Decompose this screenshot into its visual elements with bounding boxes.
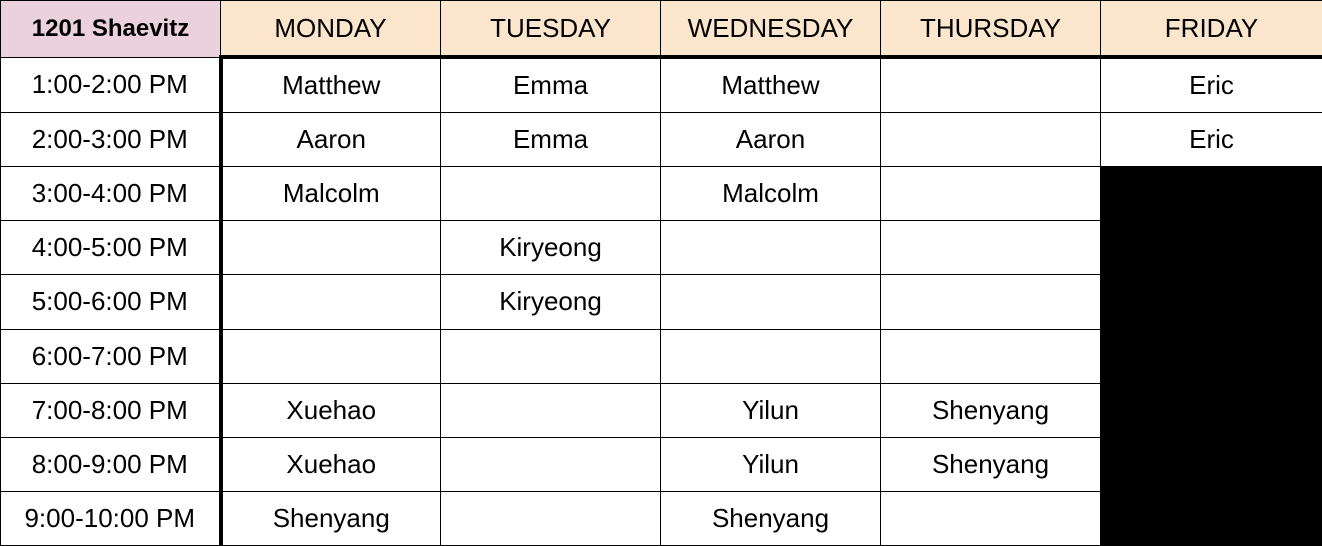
schedule-cell-monday[interactable]: Matthew: [220, 56, 441, 114]
day-header-wednesday[interactable]: WEDNESDAY: [660, 0, 881, 59]
schedule-cell-tuesday[interactable]: [440, 490, 661, 546]
blocked-cell-friday[interactable]: [1100, 490, 1322, 546]
schedule-cell-monday[interactable]: [220, 274, 441, 330]
table-row: 7:00-8:00 PM Xuehao Yilun Shenyang: [0, 382, 1322, 438]
schedule-cell-monday[interactable]: [220, 328, 441, 384]
blocked-cell-friday[interactable]: [1100, 220, 1322, 276]
day-header-tuesday[interactable]: TUESDAY: [440, 0, 661, 59]
time-slot-cell[interactable]: 7:00-8:00 PM: [0, 382, 223, 438]
day-header-monday[interactable]: MONDAY: [220, 0, 441, 59]
table-row: 5:00-6:00 PM Kiryeong: [0, 274, 1322, 330]
header-row: 1201 Shaevitz MONDAY TUESDAY WEDNESDAY T…: [0, 0, 1322, 59]
time-slot-cell[interactable]: 9:00-10:00 PM: [0, 490, 223, 546]
blocked-cell-friday[interactable]: [1100, 274, 1322, 330]
schedule-cell-wednesday[interactable]: [660, 220, 881, 276]
schedule-cell-tuesday[interactable]: Kiryeong: [440, 220, 661, 276]
schedule-cell-monday[interactable]: Xuehao: [220, 382, 441, 438]
schedule-cell-wednesday[interactable]: Malcolm: [660, 166, 881, 222]
time-slot-cell[interactable]: 1:00-2:00 PM: [0, 56, 223, 114]
schedule-cell-thursday[interactable]: Shenyang: [880, 382, 1101, 438]
time-slot-cell[interactable]: 8:00-9:00 PM: [0, 436, 223, 492]
time-slot-cell[interactable]: 2:00-3:00 PM: [0, 112, 223, 168]
schedule-cell-thursday[interactable]: [880, 220, 1101, 276]
day-header-thursday[interactable]: THURSDAY: [880, 0, 1101, 59]
schedule-cell-wednesday[interactable]: Yilun: [660, 382, 881, 438]
schedule-cell-monday[interactable]: Aaron: [220, 112, 441, 168]
blocked-cell-friday[interactable]: [1100, 382, 1322, 438]
table-row: 4:00-5:00 PM Kiryeong: [0, 220, 1322, 276]
schedule-cell-wednesday[interactable]: Shenyang: [660, 490, 881, 546]
blocked-cell-friday[interactable]: [1100, 166, 1322, 222]
schedule-cell-thursday[interactable]: [880, 166, 1101, 222]
schedule-cell-monday[interactable]: Malcolm: [220, 166, 441, 222]
table-row: 2:00-3:00 PM Aaron Emma Aaron Eric: [0, 112, 1322, 168]
schedule-cell-thursday[interactable]: Shenyang: [880, 436, 1101, 492]
schedule-cell-tuesday[interactable]: [440, 382, 661, 438]
schedule-cell-thursday[interactable]: [880, 56, 1101, 114]
schedule-cell-monday[interactable]: Xuehao: [220, 436, 441, 492]
schedule-cell-monday[interactable]: [220, 220, 441, 276]
time-slot-cell[interactable]: 3:00-4:00 PM: [0, 166, 223, 222]
schedule-cell-thursday[interactable]: [880, 490, 1101, 546]
table-row: 9:00-10:00 PM Shenyang Shenyang: [0, 490, 1322, 546]
schedule-cell-thursday[interactable]: [880, 274, 1101, 330]
schedule-cell-tuesday[interactable]: Emma: [440, 112, 661, 168]
table-row: 1:00-2:00 PM Matthew Emma Matthew Eric: [0, 56, 1322, 114]
blocked-cell-friday[interactable]: [1100, 328, 1322, 384]
time-slot-cell[interactable]: 6:00-7:00 PM: [0, 328, 223, 384]
schedule-cell-tuesday[interactable]: Kiryeong: [440, 274, 661, 330]
table-row: 3:00-4:00 PM Malcolm Malcolm: [0, 166, 1322, 222]
time-slot-cell[interactable]: 4:00-5:00 PM: [0, 220, 223, 276]
schedule-cell-wednesday[interactable]: Matthew: [660, 56, 881, 114]
schedule-cell-wednesday[interactable]: [660, 328, 881, 384]
room-name-cell[interactable]: 1201 Shaevitz: [0, 0, 221, 58]
table-row: 6:00-7:00 PM: [0, 328, 1322, 384]
schedule-cell-friday[interactable]: Eric: [1100, 56, 1322, 114]
schedule-cell-thursday[interactable]: [880, 112, 1101, 168]
schedule-cell-wednesday[interactable]: [660, 274, 881, 330]
schedule-cell-wednesday[interactable]: Aaron: [660, 112, 881, 168]
schedule-cell-tuesday[interactable]: Emma: [440, 56, 661, 114]
schedule-cell-monday[interactable]: Shenyang: [220, 490, 441, 546]
schedule-body: 1:00-2:00 PM Matthew Emma Matthew Eric 2:00-3…: [0, 56, 1322, 546]
schedule-cell-thursday[interactable]: [880, 328, 1101, 384]
schedule-cell-wednesday[interactable]: Yilun: [660, 436, 881, 492]
schedule-cell-tuesday[interactable]: [440, 328, 661, 384]
schedule-cell-friday[interactable]: Eric: [1100, 112, 1322, 168]
schedule-cell-tuesday[interactable]: [440, 166, 661, 222]
blocked-cell-friday[interactable]: [1100, 436, 1322, 492]
day-header-friday[interactable]: FRIDAY: [1100, 0, 1322, 59]
table-row: 8:00-9:00 PM Xuehao Yilun Shenyang: [0, 436, 1322, 492]
schedule-cell-tuesday[interactable]: [440, 436, 661, 492]
time-slot-cell[interactable]: 5:00-6:00 PM: [0, 274, 223, 330]
